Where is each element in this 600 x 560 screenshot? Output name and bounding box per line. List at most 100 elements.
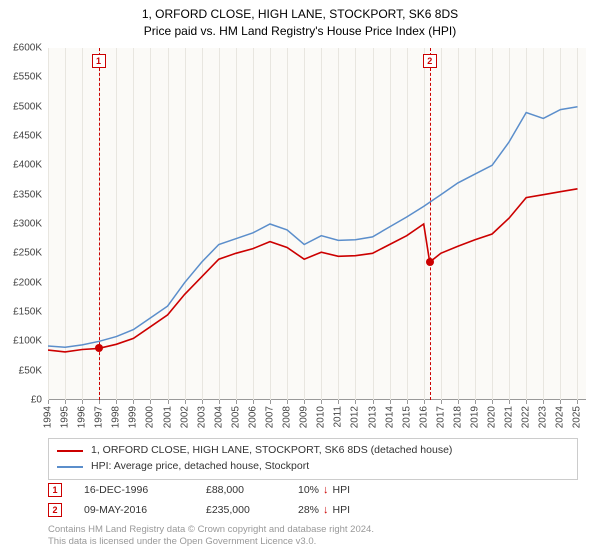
x-axis-tick [253, 400, 254, 404]
legend-label: HPI: Average price, detached house, Stoc… [91, 459, 309, 475]
sale-delta-value: 10% [298, 484, 319, 496]
x-axis-tick [492, 400, 493, 404]
sale-date: 16-DEC-1996 [84, 484, 184, 496]
legend-label: 1, ORFORD CLOSE, HIGH LANE, STOCKPORT, S… [91, 443, 452, 459]
x-axis-label: 2008 [282, 406, 293, 428]
x-axis-tick [270, 400, 271, 404]
x-axis-tick [475, 400, 476, 404]
title-line2: Price paid vs. HM Land Registry's House … [0, 23, 600, 40]
x-axis-tick [577, 400, 578, 404]
x-axis-tick [560, 400, 561, 404]
x-axis-label: 2013 [367, 406, 378, 428]
x-axis-label: 2009 [299, 406, 310, 428]
legend: 1, ORFORD CLOSE, HIGH LANE, STOCKPORT, S… [48, 438, 578, 480]
x-axis-tick [321, 400, 322, 404]
x-axis-label: 1998 [111, 406, 122, 428]
x-axis-label: 2016 [418, 406, 429, 428]
x-axis-label: 2023 [538, 406, 549, 428]
legend-swatch [57, 450, 83, 452]
x-axis-tick [168, 400, 169, 404]
x-axis-tick [338, 400, 339, 404]
x-axis-tick [99, 400, 100, 404]
footer-line2: This data is licensed under the Open Gov… [48, 536, 578, 548]
series-line-hpi [48, 107, 578, 348]
x-axis-label: 2019 [469, 406, 480, 428]
y-axis-label: £550K [13, 72, 42, 83]
y-axis-label: £500K [13, 101, 42, 112]
arrow-down-icon: ↓ [323, 484, 329, 496]
y-axis-label: £150K [13, 307, 42, 318]
x-axis-label: 1995 [60, 406, 71, 428]
sale-row: 1 16-DEC-1996 £88,000 10% ↓ HPI [48, 480, 578, 500]
marker-point [426, 258, 434, 266]
title-block: 1, ORFORD CLOSE, HIGH LANE, STOCKPORT, S… [0, 0, 600, 40]
x-axis-label: 2024 [555, 406, 566, 428]
x-axis-tick [202, 400, 203, 404]
x-axis-label: 1997 [94, 406, 105, 428]
x-axis-label: 2022 [521, 406, 532, 428]
x-axis-tick [65, 400, 66, 404]
sale-price: £235,000 [206, 504, 276, 516]
x-axis-tick [441, 400, 442, 404]
sale-marker-badge: 1 [48, 483, 62, 497]
x-axis-tick [543, 400, 544, 404]
x-axis-label: 2005 [230, 406, 241, 428]
x-axis-label: 2004 [213, 406, 224, 428]
legend-row: 1, ORFORD CLOSE, HIGH LANE, STOCKPORT, S… [57, 443, 569, 459]
sale-delta-suffix: HPI [333, 504, 351, 516]
x-axis-label: 2015 [401, 406, 412, 428]
chart-lines [48, 48, 586, 400]
x-axis-label: 2025 [572, 406, 583, 428]
x-axis-tick [390, 400, 391, 404]
x-axis-tick [407, 400, 408, 404]
footer-line1: Contains HM Land Registry data © Crown c… [48, 524, 578, 536]
x-axis-label: 2014 [384, 406, 395, 428]
x-axis-label: 2018 [452, 406, 463, 428]
x-axis-label: 1999 [128, 406, 139, 428]
sale-delta-value: 28% [298, 504, 319, 516]
x-axis-tick [355, 400, 356, 404]
x-axis-label: 2017 [435, 406, 446, 428]
sale-row: 2 09-MAY-2016 £235,000 28% ↓ HPI [48, 500, 578, 520]
x-axis-label: 1996 [77, 406, 88, 428]
y-axis-label: £250K [13, 248, 42, 259]
x-axis-tick [236, 400, 237, 404]
sale-delta: 28% ↓ HPI [298, 504, 350, 516]
arrow-down-icon: ↓ [323, 504, 329, 516]
y-axis-label: £50K [19, 365, 42, 376]
y-axis-label: £450K [13, 131, 42, 142]
x-axis-tick [133, 400, 134, 404]
x-axis-tick [82, 400, 83, 404]
y-axis-label: £100K [13, 336, 42, 347]
x-axis-tick [116, 400, 117, 404]
x-axis-tick [219, 400, 220, 404]
series-line-property [48, 189, 578, 352]
x-axis-label: 2020 [487, 406, 498, 428]
chart-container: 1, ORFORD CLOSE, HIGH LANE, STOCKPORT, S… [0, 0, 600, 560]
x-axis-label: 2021 [504, 406, 515, 428]
x-axis-tick [304, 400, 305, 404]
x-axis-label: 2006 [247, 406, 258, 428]
x-axis-label: 1994 [43, 406, 54, 428]
x-axis-tick [526, 400, 527, 404]
chart-area: £0£50K£100K£150K£200K£250K£300K£350K£400… [48, 48, 586, 400]
y-axis-label: £300K [13, 219, 42, 230]
sale-delta: 10% ↓ HPI [298, 484, 350, 496]
x-axis-label: 2012 [350, 406, 361, 428]
x-axis-label: 2011 [333, 406, 344, 428]
legend-swatch [57, 466, 83, 468]
x-axis-tick [48, 400, 49, 404]
x-axis-tick [185, 400, 186, 404]
x-axis-label: 2010 [316, 406, 327, 428]
x-axis-label: 2000 [145, 406, 156, 428]
marker-point [95, 344, 103, 352]
x-axis-tick [509, 400, 510, 404]
y-axis-label: £350K [13, 189, 42, 200]
sale-delta-suffix: HPI [333, 484, 351, 496]
footer: Contains HM Land Registry data © Crown c… [48, 524, 578, 549]
y-axis-label: £0 [31, 395, 42, 406]
y-axis-label: £200K [13, 277, 42, 288]
title-line1: 1, ORFORD CLOSE, HIGH LANE, STOCKPORT, S… [0, 6, 600, 23]
x-axis-label: 2003 [196, 406, 207, 428]
x-axis-tick [424, 400, 425, 404]
